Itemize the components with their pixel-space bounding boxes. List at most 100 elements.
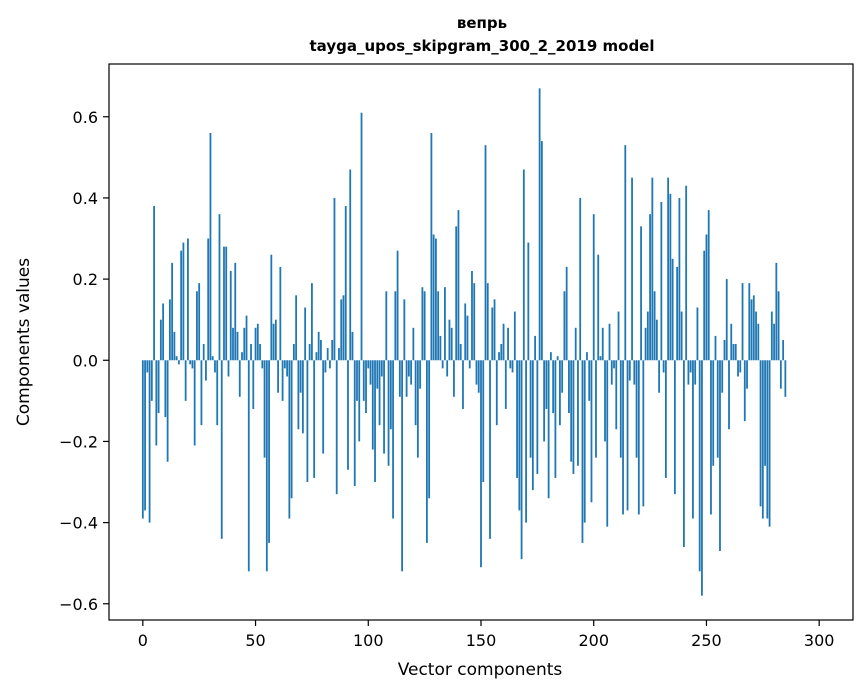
bar-270 (750, 299, 753, 361)
bar-51 (256, 323, 259, 361)
bar-133 (441, 360, 444, 369)
bar-169 (522, 169, 525, 361)
bar-281 (775, 262, 778, 361)
y-tick-label: 0.2 (73, 270, 98, 289)
bar-105 (378, 360, 381, 426)
bar-180 (547, 360, 550, 499)
bar-20 (187, 238, 189, 361)
bar-150 (480, 360, 482, 568)
bar-122 (416, 360, 419, 458)
bar-186 (561, 360, 564, 393)
bar-139 (455, 226, 458, 361)
bar-254 (714, 335, 717, 361)
bar-141 (459, 344, 462, 361)
bar-276 (764, 360, 766, 466)
bar-166 (516, 360, 518, 478)
bar-177 (540, 141, 543, 361)
bar-271 (752, 295, 755, 361)
bar-25 (198, 283, 201, 361)
bar-137 (450, 327, 453, 361)
bar-274 (759, 360, 762, 507)
bar-173 (531, 360, 534, 491)
bar-58 (272, 323, 275, 361)
bar-63 (283, 360, 286, 369)
bar-13 (171, 262, 174, 361)
bar-74 (308, 344, 311, 361)
bar-24 (196, 291, 198, 361)
bar-57 (270, 254, 273, 361)
bar-89 (342, 295, 345, 361)
bar-98 (362, 360, 365, 401)
bar-229 (658, 360, 661, 393)
bar-153 (486, 283, 489, 361)
bar-184 (556, 356, 559, 361)
bar-101 (369, 360, 372, 385)
bar-179 (545, 360, 548, 409)
bar-156 (493, 299, 496, 361)
bar-144 (466, 315, 469, 361)
bar-283 (779, 360, 782, 389)
bar-203 (599, 356, 602, 361)
bar-82 (326, 348, 329, 361)
bar-78 (317, 331, 320, 361)
bar-4 (150, 360, 153, 401)
x-axis-ticks: 0 50 100 150 200 250 300 (138, 620, 835, 650)
bar-181 (549, 352, 552, 361)
bar-68 (295, 295, 298, 361)
x-tick-label: 300 (804, 631, 835, 650)
bar-205 (604, 360, 606, 442)
bar-207 (608, 323, 611, 361)
bar-126 (425, 360, 428, 543)
bar-199 (590, 360, 593, 503)
bar-214 (624, 145, 627, 361)
bar-232 (664, 360, 667, 478)
bar-227 (653, 291, 656, 361)
bar-28 (205, 360, 207, 381)
bar-242 (687, 360, 690, 385)
bar-109 (387, 360, 390, 466)
bar-75 (311, 283, 313, 361)
bar-46 (245, 315, 248, 361)
bar-44 (241, 352, 243, 361)
y-tick-label: 0.0 (73, 351, 98, 370)
bar-217 (631, 177, 633, 361)
bar-77 (315, 352, 318, 361)
chart-subtitle: tayga_upos_skipgram_300_2_2019 model (310, 37, 655, 55)
bar-36 (223, 246, 225, 361)
bar-210 (615, 360, 618, 430)
bar-264 (737, 360, 739, 377)
bar-12 (168, 299, 171, 361)
bar-216 (628, 360, 631, 381)
bar-223 (644, 327, 647, 361)
y-tick-label: 0.6 (73, 108, 98, 127)
bar-19 (184, 360, 187, 401)
bar-188 (565, 266, 568, 361)
bar-241 (685, 185, 688, 361)
bar-280 (773, 323, 775, 361)
bar-211 (617, 311, 620, 361)
bar-208 (610, 360, 613, 385)
bar-161 (504, 360, 507, 409)
x-tick-label: 150 (466, 631, 497, 650)
bar-275 (761, 360, 764, 519)
bar-255 (716, 360, 719, 458)
bar-268 (746, 360, 748, 389)
bar-278 (768, 360, 771, 527)
bar-92 (349, 169, 352, 361)
bar-162 (507, 327, 509, 361)
bar-34 (218, 214, 221, 361)
bar-80 (322, 360, 325, 454)
bar-106 (380, 360, 383, 377)
bar-49 (252, 360, 255, 409)
bar-38 (227, 360, 230, 377)
bar-218 (633, 360, 636, 385)
bar-100 (367, 360, 370, 369)
bar-90 (344, 206, 347, 361)
bar-127 (428, 360, 431, 499)
bar-134 (444, 287, 446, 361)
bar-33 (216, 360, 219, 426)
bar-15 (175, 356, 178, 361)
bar-145 (468, 360, 471, 369)
bar-258 (723, 339, 726, 361)
